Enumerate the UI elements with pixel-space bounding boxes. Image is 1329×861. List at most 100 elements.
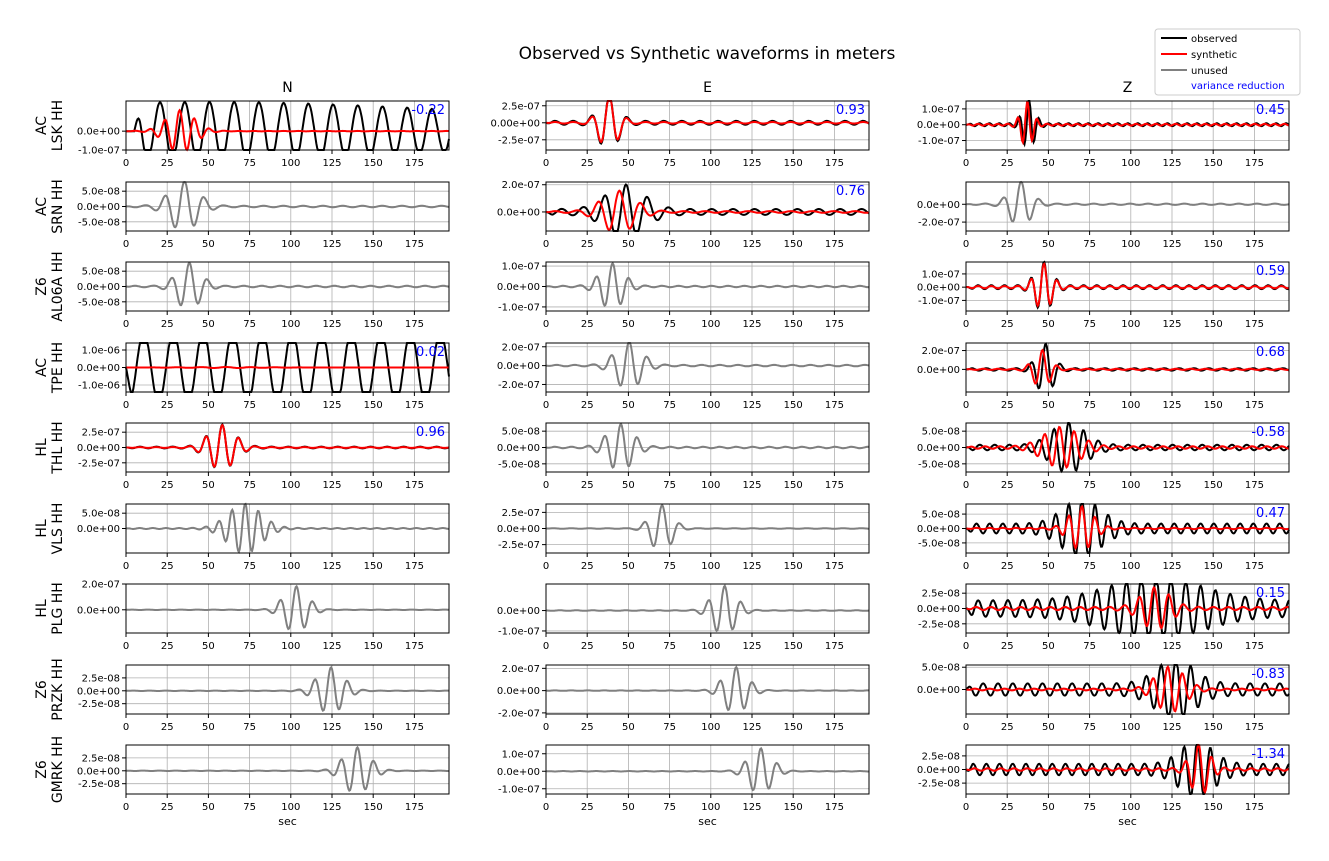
x-tick-label: 175 — [1245, 802, 1264, 813]
synthetic-trace — [965, 101, 1290, 146]
x-tick-label: 100 — [1121, 400, 1140, 411]
x-tick-label: 150 — [784, 641, 803, 652]
y-tick-label: 2.5e-08 — [82, 753, 120, 764]
x-tick-label: 100 — [701, 561, 720, 572]
x-tick-label: 100 — [281, 480, 300, 491]
x-tick-label: 25 — [581, 722, 594, 733]
x-tick-label: 100 — [701, 319, 720, 330]
x-tick-label: 150 — [784, 802, 803, 813]
x-tick-label: 100 — [1121, 561, 1140, 572]
y-tick-label: -2.5e-08 — [78, 779, 120, 790]
x-tick-label: 0 — [123, 561, 129, 572]
station-name: AL06A HH — [50, 251, 66, 321]
x-tick-label: 75 — [243, 239, 256, 250]
trace-panel-r2-z: 0.0e+00 -2.0e-070 25 50 75 100 125 150 175 — [917, 180, 1290, 250]
x-tick-label: 75 — [1083, 802, 1096, 813]
x-tick-label: 175 — [405, 561, 424, 572]
y-tick-label: 2.0e-07 — [502, 664, 540, 675]
x-tick-label: 125 — [322, 722, 341, 733]
x-tick-label: 0 — [123, 239, 129, 250]
y-tick-label: 2.0e-07 — [922, 346, 960, 357]
variance-reduction-value: 0.45 — [1256, 103, 1285, 118]
x-tick-label: 125 — [322, 239, 341, 250]
x-tick-label: 0 — [963, 239, 969, 250]
x-tick-label: 25 — [581, 480, 594, 491]
trace-panel-r1-n: 0.0e+00 -1.0e-070 25 50 75 100 125 150 175 -0.22 — [77, 100, 450, 169]
x-tick-label: 175 — [825, 400, 844, 411]
synthetic-trace — [126, 108, 449, 152]
station-label-5: HL THL HH — [34, 421, 66, 474]
x-tick-label: 75 — [1083, 158, 1096, 169]
y-tick-label: 0.0e+00 — [497, 686, 540, 697]
panel-grid: N E ZAC LSK HH 0.0e+00-1.0e-070 25 50 75 100 125 1… — [34, 80, 1290, 828]
variance-reduction-value: 0.96 — [416, 425, 445, 440]
x-tick-label: 75 — [663, 239, 676, 250]
y-tick-label: 0.0e+00 — [917, 283, 960, 294]
panel-frame — [125, 503, 450, 554]
y-tick-label: 0.0e+00 — [497, 524, 540, 535]
x-tick-label: 175 — [405, 239, 424, 250]
y-tick-label: 0.0e+00 — [497, 443, 540, 454]
y-tick-label: -2.5e-08 — [918, 619, 960, 630]
x-tick-label: 125 — [322, 641, 341, 652]
panel-frame — [545, 422, 870, 473]
y-tick-label: -2.5e-08 — [78, 699, 120, 710]
x-tick-label: 100 — [1121, 480, 1140, 491]
x-tick-label: 75 — [663, 158, 676, 169]
panel-frame — [965, 181, 1290, 232]
trace-panel-r2-e: 2.0e-07 0.0e+00 0 25 50 75 100 125 150 175 0.76 — [497, 180, 870, 250]
x-tick-label: 150 — [1204, 400, 1223, 411]
x-tick-label: 50 — [622, 158, 635, 169]
x-tick-label: 75 — [243, 480, 256, 491]
y-tick-label: 2.5e-07 — [502, 508, 540, 519]
x-tick-label: 175 — [825, 802, 844, 813]
x-tick-label: 150 — [364, 641, 383, 652]
x-tick-label: 125 — [742, 802, 761, 813]
x-tick-label: 150 — [1204, 722, 1223, 733]
x-tick-label: 100 — [1121, 319, 1140, 330]
y-tick-label: -2.5e-08 — [918, 779, 960, 790]
panel-frame — [965, 261, 1290, 312]
x-tick-label: 50 — [1042, 158, 1055, 169]
x-tick-label: 150 — [364, 802, 383, 813]
x-tick-label: 175 — [405, 641, 424, 652]
figure-title: Observed vs Synthetic waveforms in meter… — [519, 44, 896, 64]
x-tick-label: 75 — [243, 641, 256, 652]
trace-panel-r6-z: 5.0e-08 0.0e+00 -5.0e-08 0 25 50 75 100 125 150 17… — [917, 501, 1290, 572]
x-tick-label: 25 — [1001, 400, 1014, 411]
x-tick-label: 100 — [281, 400, 300, 411]
legend-observed-label: observed — [1191, 34, 1237, 45]
x-tick-label: 150 — [364, 722, 383, 733]
y-tick-label: 0.0e+00 — [77, 766, 120, 777]
y-tick-label: 0.0e+00 — [917, 443, 960, 454]
x-tick-label: 25 — [581, 239, 594, 250]
x-tick-label: 100 — [281, 239, 300, 250]
x-tick-label: 175 — [1245, 319, 1264, 330]
panel-frame — [965, 422, 1290, 473]
x-tick-label: 75 — [1083, 561, 1096, 572]
x-tick-label: 100 — [1121, 158, 1140, 169]
trace-panel-r3-z: 1.0e-07 0.0e+00 -1.0e-07 0 25 50 75 100 125 150 17… — [917, 260, 1290, 330]
station-network: AC — [34, 358, 50, 377]
station-label-7: HL PLG HH — [34, 582, 66, 635]
x-tick-label: 150 — [784, 400, 803, 411]
x-tick-label: 75 — [1083, 722, 1096, 733]
x-tick-label: 100 — [1121, 722, 1140, 733]
trace-panel-r3-e: 1.0e-07 0.0e+00 -1.0e-070 25 50 75 100 125 150 17… — [497, 261, 870, 330]
x-tick-label: 25 — [161, 400, 174, 411]
y-tick-label: 0.0e+00 — [77, 686, 120, 697]
x-tick-label: 150 — [364, 239, 383, 250]
unused-trace — [546, 584, 870, 633]
y-tick-label: 1.0e-07 — [922, 269, 960, 280]
x-tick-label: 50 — [1042, 641, 1055, 652]
x-tick-label: 50 — [202, 561, 215, 572]
x-tick-label: 75 — [663, 400, 676, 411]
y-tick-label: -5.0e-08 — [78, 217, 120, 228]
y-tick-label: 0.0e+00 — [77, 282, 120, 293]
trace-panel-r5-n: 2.5e-07 0.0e+00 -2.5e-070 25 50 75 100 125 150 17… — [77, 422, 450, 491]
x-tick-label: 50 — [622, 561, 635, 572]
y-tick-label: 0.0e+00 — [917, 120, 960, 131]
x-tick-label: 75 — [663, 641, 676, 652]
x-tick-label: 50 — [1042, 722, 1055, 733]
